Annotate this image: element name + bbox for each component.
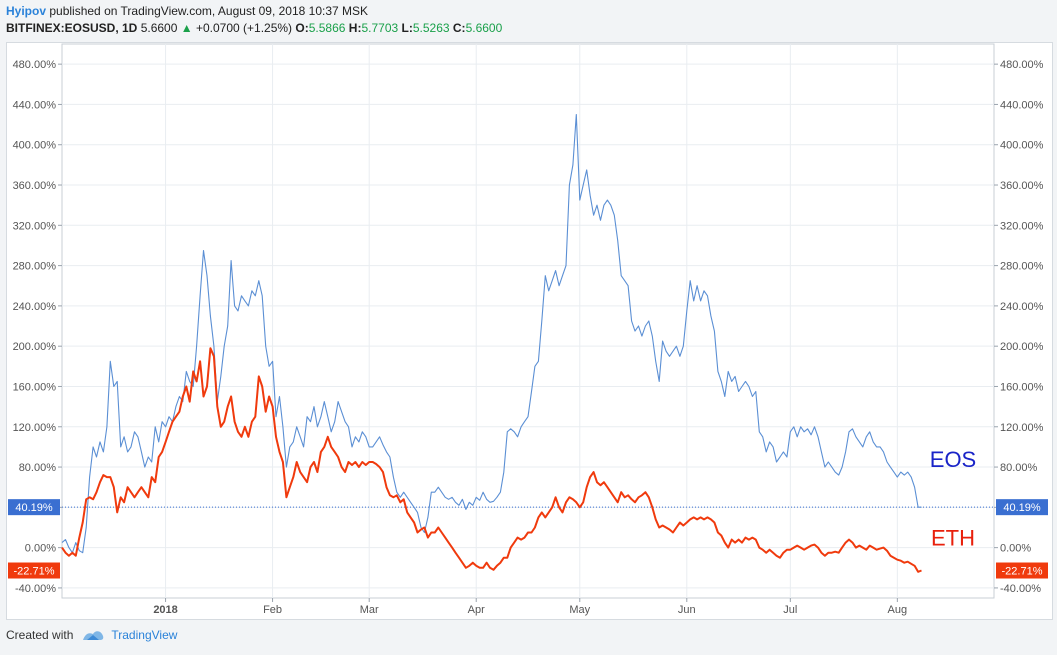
close-label: C: [452,21,466,35]
marker-label: -22.71% [1002,566,1043,578]
y-tick-label-right: 480.00% [1000,59,1044,71]
tradingview-brand-link[interactable]: TradingView [111,628,178,642]
y-tick-label-right: -40.00% [1000,583,1041,595]
open-value: 5.5866 [308,21,346,35]
x-tick-label: Feb [263,604,282,616]
price-markers: 40.19% 40.19% -22.71% -22.71% [8,499,1048,579]
x-tick-label: Apr [468,604,485,616]
y-tick-label-right: 320.00% [1000,220,1044,232]
y-tick-label-left: 240.00% [13,301,57,313]
y-tick-label-right: 440.00% [1000,99,1044,111]
x-tick-label: 2018 [153,604,177,616]
plot-frame [61,43,995,599]
x-tick-label: Jul [783,604,797,616]
low-label: L: [401,21,413,35]
y-tick-label-left: 440.00% [13,99,57,111]
y-tick-label-right: 400.00% [1000,140,1044,152]
open-label: O: [295,21,309,35]
marker-left-eos: 40.19% [8,499,60,516]
author-link[interactable]: Hyipov [6,4,47,18]
symbol-line: BITFINEX:EOSUSD, 1D 5.6600 ▲ +0.0700 (+1… [6,20,502,37]
y-tick-label-left: 360.00% [13,180,57,192]
high-label: H: [348,21,362,35]
high-value: 5.7703 [361,21,399,35]
marker-label: -22.71% [14,566,55,578]
up-arrow-icon: ▲ [180,21,193,35]
y-tick-label-right: 200.00% [1000,341,1044,353]
marker-label: 40.19% [15,502,53,514]
y-tick-label-right: 160.00% [1000,381,1044,393]
x-tick-label: May [569,604,590,616]
y-tick-label-right: 280.00% [1000,261,1044,273]
y-tick-label-left: 200.00% [13,341,57,353]
x-tick-label: Jun [678,604,696,616]
chart-header: Hyipov published on TradingView.com, Aug… [6,3,502,37]
y-axis-left: 480.00% 440.00% 400.00% 360.00% 320.00% 280.0… [13,59,62,595]
y-tick-label-right: 120.00% [1000,422,1044,434]
marker-box [8,562,60,579]
chart-area[interactable] [6,42,1053,620]
marker-label: 40.19% [1003,502,1041,514]
created-with-text: Created with [6,628,74,642]
marker-box [8,499,60,516]
series-label-eos: EOS [930,447,976,472]
y-tick-label-right: 80.00% [1000,462,1038,474]
price-value: 5.6600 [140,21,178,35]
y-tick-label-left: 400.00% [13,140,57,152]
series-labels: EOS ETH [930,447,976,551]
symbol-label: BITFINEX:EOSUSD, 1D [6,21,138,35]
y-tick-label-right: 0.00% [1000,543,1031,555]
marker-box [996,499,1048,516]
grid-lines [61,43,995,599]
y-tick-label-left: 280.00% [13,261,57,273]
marker-left-eth: -22.71% [8,562,60,579]
y-tick-label-left: 160.00% [13,381,57,393]
published-text: published on TradingView.com, August 09,… [49,4,369,18]
close-value: 5.6600 [465,21,503,35]
y-tick-label-left: 320.00% [13,220,57,232]
y-tick-label-left: -40.00% [15,583,56,595]
publish-line: Hyipov published on TradingView.com, Aug… [6,3,502,20]
x-tick-label: Mar [360,604,379,616]
x-axis: 2018 Feb Mar Apr May Jun Jul Aug [153,598,907,616]
y-tick-label-left: 80.00% [19,462,57,474]
series-label-eth: ETH [931,526,975,551]
low-value: 5.5263 [412,21,450,35]
tradingview-logo-icon[interactable] [81,628,105,642]
footer: Created with TradingView [6,628,177,642]
y-tick-label-right: 240.00% [1000,301,1044,313]
series-line-eth [61,347,922,573]
marker-right-eos: 40.19% [996,499,1048,516]
marker-right-eth: -22.71% [996,562,1048,579]
y-axis-right: 480.00% 440.00% 400.00% 360.00% 320.00% 280.0… [994,59,1044,595]
y-tick-label-left: 0.00% [25,543,56,555]
marker-box [996,562,1048,579]
series-line-eos [61,113,922,554]
change-value: +0.0700 (+1.25%) [195,21,293,35]
x-tick-label: Aug [888,604,908,616]
y-tick-label-left: 480.00% [13,59,57,71]
y-tick-label-left: 120.00% [13,422,57,434]
series-lines [61,113,922,573]
y-tick-label-right: 360.00% [1000,180,1044,192]
